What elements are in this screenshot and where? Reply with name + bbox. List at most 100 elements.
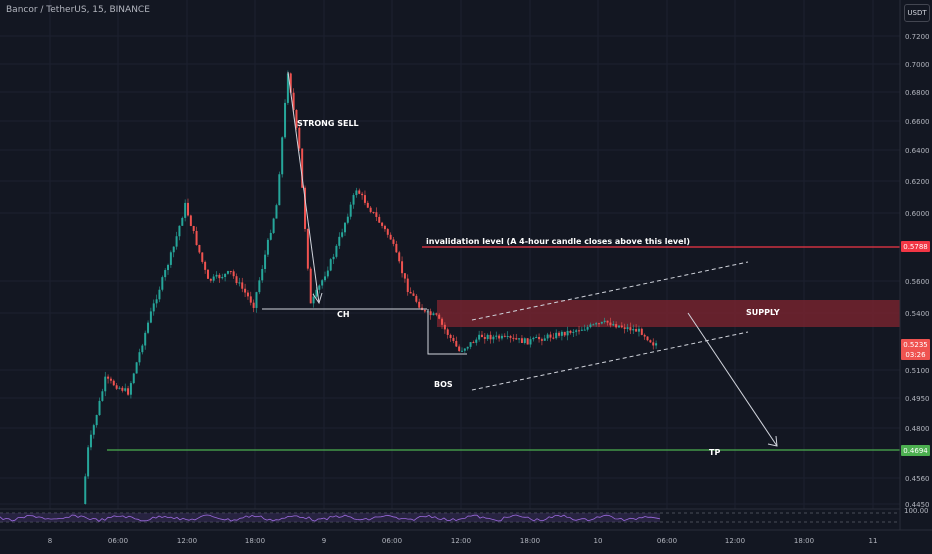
candle — [578, 326, 581, 335]
candle — [552, 333, 555, 340]
candle — [167, 263, 170, 275]
candle — [235, 273, 238, 286]
candle — [655, 340, 658, 349]
candle — [372, 211, 375, 214]
candle — [187, 198, 189, 217]
price-tick-label: 0.4560 — [905, 475, 930, 483]
candle — [498, 333, 501, 342]
candle — [463, 348, 466, 354]
candle — [229, 270, 232, 275]
channel-lower-line[interactable] — [471, 331, 749, 391]
indicator-line — [0, 514, 661, 522]
target-arrow[interactable] — [687, 312, 778, 447]
price-tick-label: 0.6400 — [905, 147, 930, 155]
candle — [369, 205, 372, 214]
candle — [520, 334, 523, 344]
price-tick-label: 0.4800 — [905, 425, 930, 433]
candle — [218, 273, 221, 283]
candle — [358, 188, 361, 195]
candle — [632, 324, 635, 334]
candle — [226, 270, 229, 275]
candle — [515, 333, 518, 340]
candle — [104, 371, 107, 397]
time-tick-label: 18:00 — [794, 537, 814, 545]
time-axis[interactable]: 8 06:00 12:00 18:00 9 06:00 12:00 18:00 10 06:00 1… — [48, 537, 878, 545]
candle — [518, 338, 521, 344]
strong-sell-arrowhead — [312, 292, 323, 305]
candle — [141, 343, 144, 355]
candle — [238, 277, 241, 287]
candle — [555, 329, 558, 340]
candle — [652, 338, 655, 350]
candle — [209, 278, 212, 283]
candle — [329, 258, 332, 272]
invalidation-label: invalidation level (A 4-hour candle clos… — [426, 237, 690, 246]
candle — [315, 287, 318, 298]
candle — [646, 336, 649, 342]
channel-upper-line[interactable] — [471, 261, 749, 321]
candle — [278, 171, 281, 206]
supply-zone[interactable] — [437, 300, 900, 327]
target-arrowhead — [767, 435, 778, 447]
candle — [506, 331, 509, 340]
candle — [509, 334, 512, 343]
indicator-axis-label: 100.00 — [904, 507, 929, 515]
price-tick-label: 0.7200 — [905, 33, 930, 41]
candle — [483, 333, 486, 344]
price-tick-label: 0.6600 — [905, 118, 930, 126]
candle — [446, 327, 449, 339]
candle — [232, 269, 235, 279]
candle — [241, 277, 244, 293]
time-tick-label: 12:00 — [725, 537, 745, 545]
candle — [266, 237, 269, 257]
currency-selector[interactable]: USDT — [904, 4, 930, 22]
candlestick-series — [84, 70, 658, 505]
candle — [617, 325, 620, 328]
candle — [415, 294, 418, 304]
strong-sell-arrow[interactable] — [287, 71, 320, 304]
candle — [609, 317, 612, 328]
candle — [318, 284, 321, 294]
candle — [469, 342, 472, 350]
svg-text:0.5235: 0.5235 — [903, 341, 928, 349]
candle — [169, 250, 172, 268]
time-tick-label: 10 — [594, 537, 603, 545]
candle — [326, 266, 329, 279]
candle — [558, 331, 561, 338]
candle — [89, 430, 92, 451]
time-tick-label: 9 — [322, 537, 326, 545]
candle — [363, 190, 366, 206]
time-tick-label: 11 — [869, 537, 878, 545]
candle — [269, 229, 272, 241]
invalidation-price-tag: 0.5788 — [901, 241, 930, 252]
time-tick-label: 18:00 — [245, 537, 265, 545]
candle — [383, 224, 386, 232]
candle — [560, 330, 563, 341]
price-axis[interactable]: 0.7200 0.7000 0.6800 0.6600 0.6400 0.6200 0.60… — [905, 33, 930, 509]
bos-line[interactable] — [427, 309, 467, 355]
candle — [412, 290, 415, 297]
candle — [626, 323, 629, 332]
candle — [637, 325, 640, 337]
candle — [389, 232, 392, 240]
candle — [92, 423, 95, 439]
candle — [615, 321, 618, 329]
candle — [526, 338, 529, 345]
candle — [475, 337, 478, 346]
candle — [115, 383, 118, 390]
candle — [566, 326, 569, 341]
candle — [301, 148, 304, 189]
candle — [352, 193, 355, 209]
symbol-title: Bancor / TetherUS, 15, BINANCE — [6, 5, 150, 15]
time-tick-label: 18:00 — [520, 537, 540, 545]
candle — [595, 321, 598, 327]
price-tick-label: 0.5100 — [905, 367, 930, 375]
candle — [252, 299, 255, 313]
candle — [164, 268, 167, 281]
candle — [489, 331, 492, 344]
candle — [332, 253, 335, 265]
candle — [132, 372, 135, 385]
time-tick-label: 12:00 — [177, 537, 197, 545]
